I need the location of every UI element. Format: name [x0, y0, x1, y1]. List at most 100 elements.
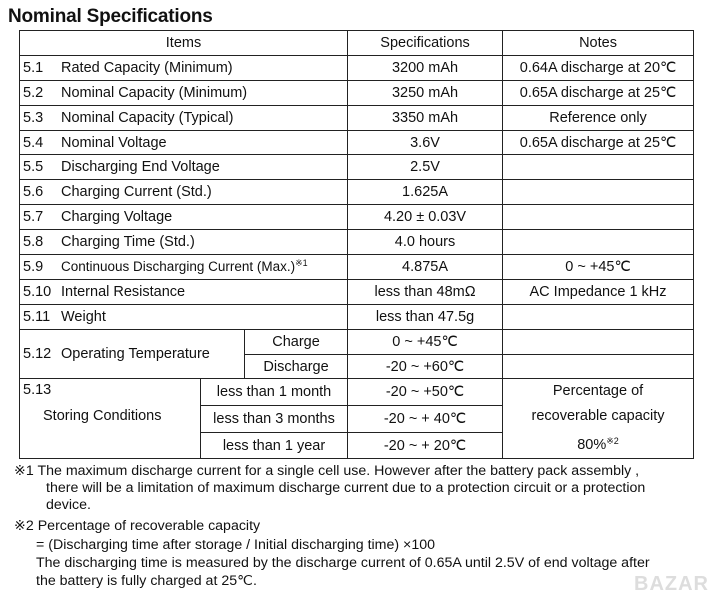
- spec-cell: 4.20 ± 0.03V: [347, 204, 504, 231]
- item-number: 5.6: [23, 184, 44, 201]
- item-name: Discharging End Voltage: [61, 159, 220, 176]
- spec-cell: -20 ~ +50℃: [347, 378, 504, 407]
- note-cell: Percentage of recoverable capacity 80%※2: [502, 378, 695, 460]
- table-row: 5.4 Nominal Voltage 3.6V 0.65A discharge …: [18, 129, 695, 156]
- item-name: Internal Resistance: [61, 283, 186, 300]
- spec-cell: 4.0 hours: [347, 229, 504, 256]
- item-name: Nominal Voltage: [61, 134, 167, 151]
- spec-cell: -20 ~ +60℃: [347, 353, 504, 380]
- spec-cell: less than 48mΩ: [347, 278, 504, 305]
- item-number: 5.5: [23, 159, 44, 176]
- header-specifications: Specifications: [347, 30, 504, 56]
- item-name: Nominal Capacity (Minimum): [61, 84, 248, 101]
- item-cell: 5.3 Nominal Capacity (Typical): [18, 104, 349, 131]
- spec-cell: 4.875A: [347, 254, 504, 280]
- spec-cell: -20 ~ + 40℃: [347, 405, 504, 433]
- item-cell: 5.7 Charging Voltage: [18, 204, 349, 231]
- table-row: less than 1 year -20 ~ + 20℃: [20, 431, 694, 460]
- note-line: Percentage of: [552, 383, 644, 400]
- note-cell: [502, 303, 695, 330]
- note-cell: AC Impedance 1 kHz: [502, 278, 695, 305]
- table-row: 5.8 Charging Time (Std.) 4.0 hours: [18, 229, 695, 256]
- item-name: Storing Conditions: [43, 408, 162, 425]
- item-cell: 5.8 Charging Time (Std.): [18, 229, 349, 256]
- footnote-1-line-3: device.: [46, 497, 91, 513]
- footnote-1-line-2: there will be a limitation of maximum di…: [46, 480, 646, 496]
- spec-table: Items Specifications Notes 5.1 Rated Capa…: [18, 30, 695, 460]
- item-number: 5.9: [23, 259, 44, 276]
- spec-cell: 1.625A: [347, 179, 504, 206]
- table-row: 5.6 Charging Current (Std.) 1.625A: [18, 179, 695, 206]
- item-name: Charging Time (Std.): [61, 234, 195, 251]
- spec-cell: 3.6V: [347, 129, 504, 156]
- item-cell: 5.1 Rated Capacity (Minimum): [18, 54, 349, 81]
- footnote-2-line-1: ※2 Percentage of recoverable capacity: [14, 518, 261, 534]
- item-cell: 5.10 Internal Resistance: [18, 278, 349, 305]
- spec-cell: 3200 mAh: [347, 54, 504, 81]
- spec-cell: 2.5V: [347, 154, 504, 181]
- table-row: 5.13 Storing Conditions less than 1 month …: [19, 378, 695, 460]
- table-row: less than 3 months -20 ~ + 40℃: [20, 405, 694, 433]
- item-name: Nominal Capacity (Typical): [61, 109, 234, 126]
- item-number: 5.13: [23, 382, 52, 399]
- table-row: 5.12 Operating Temperature Charge 0 ~ +45…: [19, 328, 695, 380]
- table-row: 5.11 Weight less than 47.5g: [18, 303, 695, 330]
- note-cell: 0 ~ +45℃: [502, 254, 695, 280]
- note-cell: [502, 328, 695, 355]
- item-number: 5.3: [23, 109, 44, 126]
- footnote-2-line-4: the battery is fully charged at 25℃.: [36, 573, 257, 589]
- item-name: Charging Voltage: [61, 209, 173, 226]
- sub-label-cell: less than 1 year: [199, 431, 349, 460]
- note-cell: [502, 154, 695, 181]
- table-row: 5.10 Internal Resistance less than 48mΩ A…: [18, 278, 695, 305]
- item-cell: 5.6 Charging Current (Std.): [18, 179, 349, 206]
- item-name: Continuous Discharging Current (Max.): [61, 259, 296, 275]
- item-cell: 5.9 Continuous Discharging Current (Max.)…: [18, 254, 349, 280]
- note-cell: 0.64A discharge at 20℃: [502, 54, 695, 81]
- item-number: 5.11: [23, 308, 51, 325]
- item-cell: 5.5 Discharging End Voltage: [18, 154, 349, 181]
- item-number: 5.12: [23, 346, 52, 363]
- item-cell: 5.12 Operating Temperature: [19, 328, 245, 380]
- item-name: Charging Current (Std.): [61, 184, 212, 201]
- note-line: 80%: [577, 437, 607, 454]
- note-cell: [502, 229, 695, 256]
- table-row: 5.7 Charging Voltage 4.20 ± 0.03V: [18, 204, 695, 231]
- item-name: Rated Capacity (Minimum): [61, 59, 233, 76]
- note-cell: 0.65A discharge at 25℃: [502, 79, 695, 106]
- header-notes: Notes: [502, 30, 695, 56]
- footnote-2-line-3: The discharging time is measured by the …: [36, 555, 650, 571]
- spec-cell: -20 ~ + 20℃: [347, 431, 504, 460]
- item-cell: 5.4 Nominal Voltage: [18, 129, 349, 156]
- sub-label-cell: less than 3 months: [199, 405, 349, 433]
- footnote-2-line-2: = (Discharging time after storage / Init…: [36, 537, 436, 553]
- table-row: 5.5 Discharging End Voltage 2.5V: [18, 154, 695, 181]
- header-items: Items: [18, 30, 349, 56]
- sub-label-cell: Charge: [243, 328, 349, 355]
- spec-cell: 3350 mAh: [347, 104, 504, 131]
- table-row: 5.2 Nominal Capacity (Minimum) 3250 mAh 0…: [18, 79, 695, 106]
- item-number: 5.10: [23, 283, 52, 300]
- sub-label-cell: less than 1 month: [199, 378, 349, 407]
- page-title: Nominal Specifications: [8, 6, 213, 27]
- spec-cell: 3250 mAh: [347, 79, 504, 106]
- header-row: Items Specifications Notes: [18, 30, 695, 56]
- table-row: 5.9 Continuous Discharging Current (Max.)…: [18, 254, 695, 280]
- watermark-logo: BAZAR: [634, 573, 709, 595]
- item-number: 5.2: [23, 84, 44, 101]
- item-number: 5.7: [23, 209, 44, 226]
- item-number: 5.1: [23, 59, 44, 76]
- note-cell: [502, 204, 695, 231]
- spec-cell: less than 47.5g: [347, 303, 504, 330]
- item-name: Operating Temperature: [61, 346, 210, 363]
- note-cell: [502, 179, 695, 206]
- note-cell: Reference only: [502, 104, 695, 131]
- item-cell: 5.2 Nominal Capacity (Minimum): [18, 79, 349, 106]
- item-cell: 5.13 Storing Conditions: [19, 378, 201, 460]
- table-row: 5.3 Nominal Capacity (Typical) 3350 mAh R…: [18, 104, 695, 131]
- note-line: recoverable capacity: [531, 408, 665, 425]
- footnote-mark: ※1: [295, 258, 308, 269]
- item-cell: 5.11 Weight: [18, 303, 349, 330]
- note-cell: 0.65A discharge at 25℃: [502, 129, 695, 156]
- item-number: 5.8: [23, 234, 44, 251]
